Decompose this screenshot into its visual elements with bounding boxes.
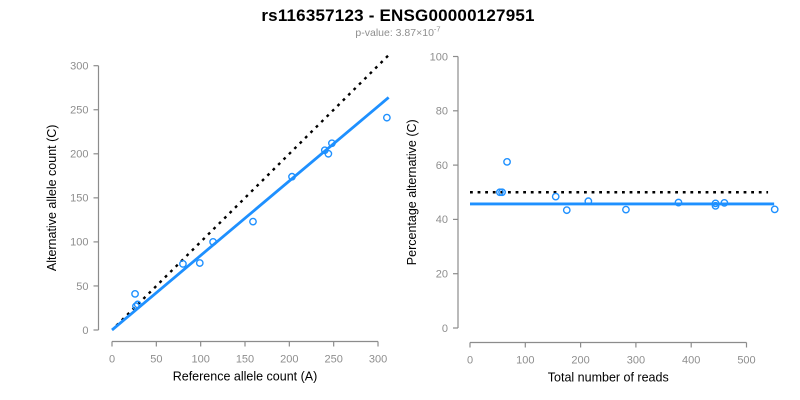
data-point: [179, 260, 187, 268]
x-axis-title: Total number of reads: [548, 371, 669, 385]
y-axis-title: Alternative allele count (C): [45, 125, 59, 272]
data-point: [324, 149, 333, 158]
data-point: [249, 217, 257, 226]
y-tick-label: 50: [76, 281, 88, 293]
x-tick-label: 300: [369, 354, 387, 366]
data-point: [551, 192, 560, 201]
data-point: [720, 198, 729, 207]
data-point: [132, 302, 140, 311]
data-point: [133, 300, 142, 309]
data-point: [288, 172, 296, 181]
data-point: [770, 205, 779, 214]
y-tick-label: 300: [70, 61, 88, 73]
y-tick-label: 250: [70, 105, 88, 117]
left-plot: 0 50 100 150 200 250 300 0 50 100 150 200 250 300 Refe…: [45, 54, 391, 384]
fit-line: [111, 96, 390, 332]
y-tick-label: 100: [430, 51, 448, 63]
y-tick-label: 40: [436, 214, 448, 226]
y-tick-label: 200: [70, 149, 88, 161]
x-tick-label: 50: [150, 354, 162, 366]
x-tick-label: 100: [191, 354, 209, 366]
x-tick-label: 100: [516, 355, 534, 367]
y-tick-label: 0: [442, 323, 448, 335]
data-point: [562, 206, 571, 215]
y-tick-label: 0: [82, 325, 88, 337]
identity-line: [115, 54, 390, 327]
x-tick-label: 150: [236, 354, 254, 366]
pvalue-label: p-value:: [355, 27, 396, 39]
x-tick-label: 200: [280, 354, 298, 366]
data-point: [195, 259, 204, 267]
pvalue-mantissa: 3.87×10: [395, 27, 434, 39]
figure-subtitle: p-value: 3.87×10-7: [0, 24, 796, 39]
y-tick-label: 20: [436, 269, 448, 281]
x-tick-label: 500: [737, 355, 755, 367]
x-tick-label: 300: [627, 355, 645, 367]
x-tick-label: 200: [571, 355, 589, 367]
x-tick-label: 0: [467, 355, 473, 367]
x-axis-title: Reference allele count (A): [173, 370, 318, 384]
data-point: [382, 113, 391, 122]
y-tick-label: 60: [436, 160, 448, 172]
pvalue-exponent: -7: [433, 24, 441, 34]
x-tick-label: 0: [109, 354, 115, 366]
data-point: [498, 188, 506, 197]
data-point: [131, 289, 139, 298]
figure-title: rs116357123 - ENSG00000127951: [261, 6, 535, 25]
y-axis-title: Percentage alternative (C): [405, 119, 419, 265]
right-plot: 0 100 200 300 400 500 0 20 40 60 80 100 Total number…: [405, 51, 779, 385]
data-point: [209, 237, 217, 246]
y-tick-label: 100: [70, 237, 88, 249]
y-tick-label: 80: [436, 106, 448, 118]
data-point: [584, 197, 593, 206]
y-tick-label: 150: [70, 193, 88, 205]
x-tick-label: 250: [324, 354, 342, 366]
data-point: [622, 205, 630, 214]
data-point: [503, 157, 511, 166]
x-tick-label: 400: [682, 355, 700, 367]
data-point: [328, 139, 336, 148]
data-point: [674, 198, 683, 207]
data-point: [711, 201, 720, 210]
data-point: [711, 199, 720, 208]
